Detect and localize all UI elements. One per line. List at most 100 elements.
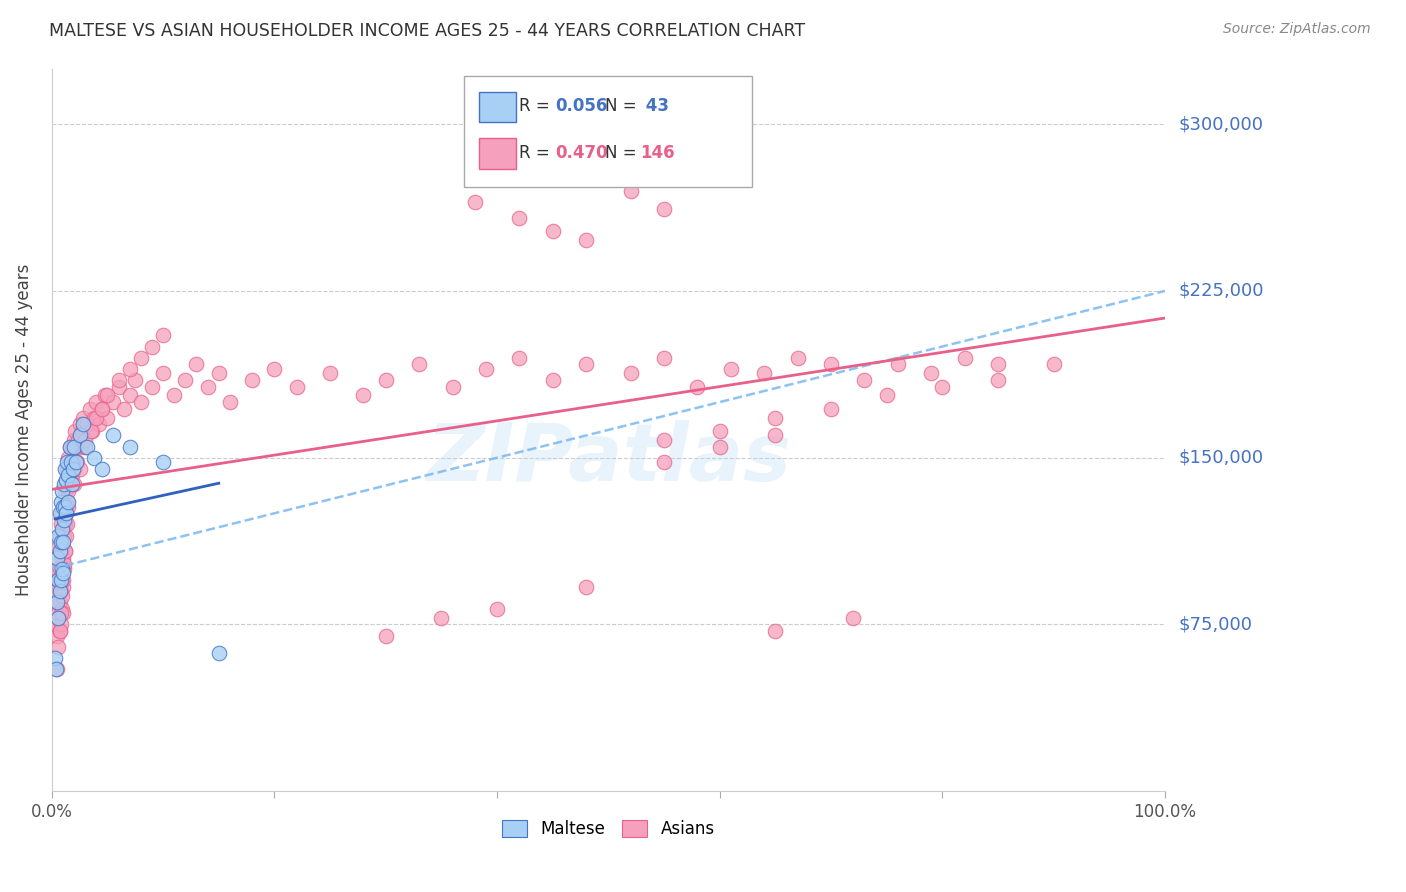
Point [69, 417, 91, 432]
Point [58, 440, 80, 454]
Point [46, 550, 69, 565]
Point [118, 440, 141, 454]
Point [84, 395, 107, 409]
Point [56, 517, 79, 532]
Point [931, 379, 953, 393]
Text: 43: 43 [640, 97, 669, 115]
Point [62, 455, 84, 469]
Point [49, 550, 72, 565]
Point [75, 433, 97, 447]
Point [53, 484, 76, 499]
Point [129, 351, 152, 365]
Point [620, 366, 643, 380]
Point [240, 373, 263, 387]
Text: ZIPatlas: ZIPatlas [426, 420, 792, 498]
Point [59, 455, 82, 469]
Point [56, 462, 79, 476]
Point [58, 440, 80, 454]
Text: Source: ZipAtlas.com: Source: ZipAtlas.com [1223, 22, 1371, 37]
Text: MALTESE VS ASIAN HOUSEHOLDER INCOME AGES 25 - 44 YEARS CORRELATION CHART: MALTESE VS ASIAN HOUSEHOLDER INCOME AGES… [49, 22, 806, 40]
Point [67, 433, 90, 447]
Text: 146: 146 [640, 144, 675, 161]
Point [197, 379, 219, 393]
Point [48, 624, 70, 639]
Point [48, 506, 70, 520]
Point [90, 401, 112, 416]
Point [56, 495, 79, 509]
Point [48, 611, 70, 625]
Point [49, 617, 72, 632]
Point [48, 607, 70, 621]
Point [53, 562, 76, 576]
Point [853, 373, 876, 387]
Point [83, 410, 105, 425]
Point [709, 440, 731, 454]
Point [66, 455, 89, 469]
Point [46, 662, 69, 676]
Point [45, 584, 67, 599]
Point [63, 477, 86, 491]
Point [720, 361, 742, 376]
Point [46, 595, 69, 609]
Point [56, 455, 79, 469]
Point [53, 558, 76, 572]
Point [51, 573, 73, 587]
Point [820, 401, 842, 416]
Point [70, 424, 93, 438]
Point [48, 640, 70, 654]
Point [80, 424, 103, 438]
Text: 0.056: 0.056 [555, 97, 607, 115]
Point [763, 410, 786, 425]
Point [353, 388, 375, 402]
Point [44, 650, 66, 665]
Point [652, 351, 675, 365]
Point [53, 462, 76, 476]
Point [60, 440, 83, 454]
Point [51, 522, 73, 536]
Point [464, 194, 486, 209]
Point [55, 506, 77, 520]
Point [55, 473, 77, 487]
Point [84, 410, 107, 425]
Point [430, 611, 453, 625]
Point [69, 462, 91, 476]
Point [62, 462, 84, 476]
Point [53, 500, 76, 514]
Point [152, 366, 174, 380]
Point [118, 388, 141, 402]
Text: R =: R = [519, 97, 555, 115]
Point [48, 528, 70, 542]
Point [53, 528, 76, 542]
Text: $225,000: $225,000 [1180, 282, 1264, 300]
Point [118, 361, 141, 376]
Point [53, 513, 76, 527]
Point [48, 595, 70, 609]
Point [763, 624, 786, 639]
Point [80, 424, 103, 438]
Point [90, 462, 112, 476]
Point [48, 624, 70, 639]
Point [652, 455, 675, 469]
Point [46, 595, 69, 609]
Point [55, 473, 77, 487]
Point [709, 424, 731, 438]
Point [96, 410, 118, 425]
Point [65, 455, 87, 469]
Point [63, 440, 86, 454]
Point [141, 379, 163, 393]
Point [541, 224, 564, 238]
Point [285, 379, 308, 393]
Point [45, 617, 67, 632]
Point [876, 388, 898, 402]
Point [53, 544, 76, 558]
Point [63, 424, 86, 438]
Text: N =: N = [605, 97, 641, 115]
Point [69, 440, 91, 454]
Point [58, 484, 80, 499]
Point [786, 351, 808, 365]
Point [55, 528, 77, 542]
Point [51, 602, 73, 616]
Point [152, 328, 174, 343]
Point [49, 517, 72, 532]
Point [49, 584, 72, 599]
